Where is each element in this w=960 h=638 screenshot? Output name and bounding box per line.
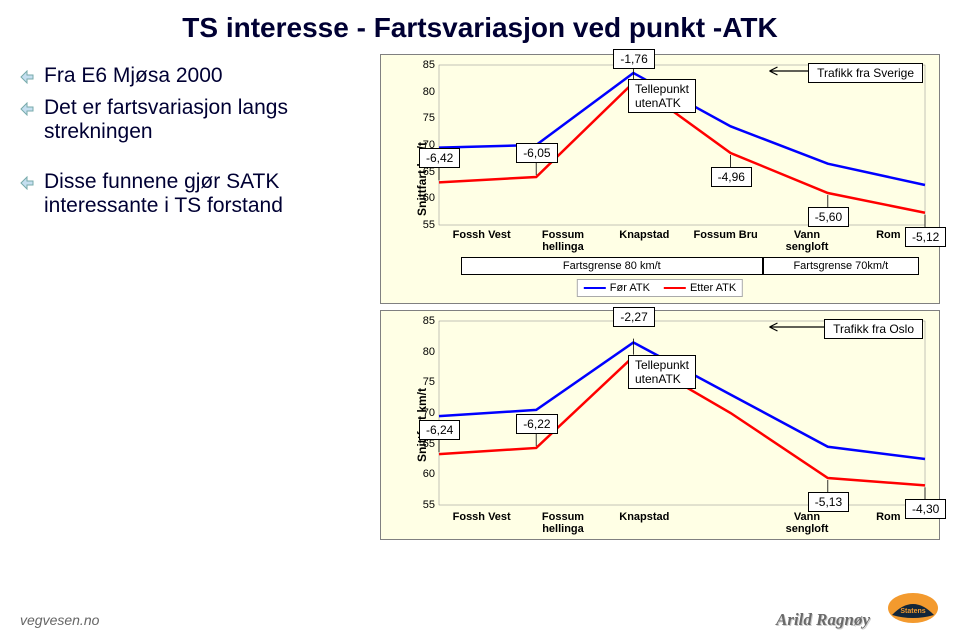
traffic-direction-label: Trafikk fra Oslo: [824, 319, 923, 339]
author-name: Arild Ragnøy: [776, 610, 870, 630]
tellepunkt-label: Tellepunkt utenATK: [628, 79, 696, 113]
legend-label: Før ATK: [610, 282, 650, 294]
bullet-icon: [20, 102, 34, 116]
x-tick-label: Fossum Bru: [685, 229, 766, 253]
legend-swatch: [584, 287, 606, 289]
legend-swatch: [664, 287, 686, 289]
bullet-item: Fra E6 Mjøsa 2000: [20, 64, 380, 88]
chart-sverige: 55606570758085Snittfart km/tTrafikk fra …: [380, 54, 940, 304]
vegvesen-logo: Statens: [886, 591, 940, 630]
x-tick-label: Knapstad: [604, 229, 685, 253]
speed-segment: Fartsgrense 70km/t: [763, 257, 919, 275]
x-tick-label: Vann sengloft: [766, 511, 847, 535]
x-tick-label: Fossh Vest: [441, 229, 522, 253]
x-tick-label: Rom: [848, 229, 929, 253]
delta-label: -5,60: [808, 207, 849, 227]
chart-oslo: 55606570758085Snittfart km/tTrafikk fra …: [380, 310, 940, 540]
speed-limit-bar: Fartsgrense 80 km/tFartsgrense 70km/t: [461, 257, 919, 275]
delta-label: -4,96: [711, 167, 752, 187]
delta-label: -2,27: [613, 307, 654, 327]
delta-label: -6,24: [419, 420, 460, 440]
delta-label: -1,76: [613, 49, 654, 69]
x-axis: Fossh VestFossum hellingaKnapstadFossum …: [441, 229, 929, 253]
bullet-text: Det er fartsvariasjon langs strekningen: [44, 96, 380, 144]
bullet-text: Disse funnene gjør SATK interessante i T…: [44, 170, 380, 218]
x-axis: Fossh VestFossum hellingaKnapstad Vann se…: [441, 511, 929, 535]
legend-item: Etter ATK: [664, 282, 736, 294]
bullet-text: Fra E6 Mjøsa 2000: [44, 64, 223, 88]
delta-label: -5,13: [808, 492, 849, 512]
x-tick-label: [685, 511, 766, 535]
delta-label: -6,05: [516, 143, 557, 163]
svg-text:Statens: Statens: [900, 608, 925, 615]
footer: vegvesen.no Arild Ragnøy Statens: [0, 598, 960, 634]
speed-segment: Fartsgrense 80 km/t: [461, 257, 763, 275]
bullet-list: Fra E6 Mjøsa 2000 Det er fartsvariasjon …: [20, 54, 380, 540]
x-tick-label: Vann sengloft: [766, 229, 847, 253]
bullet-item: Det er fartsvariasjon langs strekningen: [20, 96, 380, 144]
bullet-icon: [20, 176, 34, 190]
legend-label: Etter ATK: [690, 282, 736, 294]
x-tick-label: Fossum hellinga: [522, 229, 603, 253]
delta-label: -6,22: [516, 414, 557, 434]
vegvesen-link: vegvesen.no: [20, 612, 99, 628]
legend: Før ATK Etter ATK: [577, 279, 743, 297]
x-tick-label: Knapstad: [604, 511, 685, 535]
x-tick-label: Fossum hellinga: [522, 511, 603, 535]
delta-label: -6,42: [419, 148, 460, 168]
traffic-direction-label: Trafikk fra Sverige: [808, 63, 923, 83]
page-title: TS interesse - Fartsvariasjon ved punkt …: [0, 0, 960, 54]
tellepunkt-label: Tellepunkt utenATK: [628, 355, 696, 389]
bullet-item: Disse funnene gjør SATK interessante i T…: [20, 170, 380, 218]
x-tick-label: Fossh Vest: [441, 511, 522, 535]
bullet-icon: [20, 70, 34, 84]
legend-item: Før ATK: [584, 282, 650, 294]
x-tick-label: Rom: [848, 511, 929, 535]
